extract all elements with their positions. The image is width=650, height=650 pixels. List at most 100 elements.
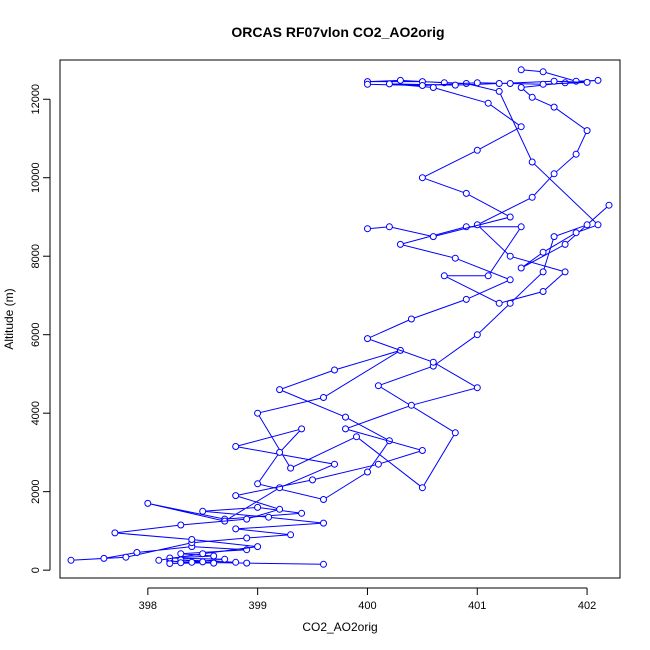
data-point: [276, 448, 284, 456]
x-tick-label: 402: [578, 600, 596, 612]
data-point: [583, 78, 591, 86]
data-point: [320, 496, 327, 503]
y-tick-label: 2000: [30, 479, 42, 503]
data-point: [287, 531, 295, 539]
data-point: [484, 99, 492, 107]
data-point: [550, 103, 558, 111]
data-point: [364, 335, 371, 343]
data-point: [254, 409, 262, 417]
data-point: [594, 221, 602, 229]
data-point: [374, 460, 382, 468]
data-point: [254, 503, 262, 511]
data-point: [177, 550, 185, 558]
y-tick-label: 12000: [30, 84, 42, 115]
data-point: [232, 492, 240, 500]
x-axis-label: CO2_AO2orig: [302, 620, 377, 634]
data-point: [561, 268, 569, 276]
data-point: [495, 80, 503, 87]
data-point: [473, 331, 481, 339]
data-point: [199, 550, 207, 558]
data-point: [199, 507, 207, 515]
data-point: [265, 513, 273, 521]
data-point: [407, 315, 415, 323]
data-point: [605, 201, 613, 209]
data-point: [364, 468, 371, 476]
data-point: [320, 560, 327, 568]
data-point: [528, 193, 536, 201]
data-point: [407, 401, 415, 409]
data-point: [188, 536, 196, 543]
data-point: [144, 499, 152, 507]
data-point: [440, 272, 448, 280]
data-point: [429, 233, 437, 241]
data-point: [462, 295, 470, 303]
data-point: [221, 555, 229, 563]
chart-title: ORCAS RF07vlon CO2_AO2orig: [231, 24, 444, 40]
data-point: [331, 366, 338, 374]
data-point: [232, 443, 240, 450]
data-point: [550, 170, 558, 178]
x-tick-label: 400: [358, 600, 376, 612]
data-point: [484, 272, 492, 280]
data-point: [528, 158, 536, 166]
data-point: [232, 525, 240, 533]
data-point: [342, 413, 349, 421]
data-point: [473, 384, 481, 392]
data-point: [539, 80, 547, 88]
data-point: [210, 559, 218, 567]
data-point: [210, 552, 218, 560]
data-point: [353, 433, 360, 441]
data-point: [517, 264, 525, 272]
data-point: [517, 123, 525, 131]
data-point: [517, 66, 525, 74]
data-point: [418, 82, 426, 89]
data-point: [396, 76, 404, 84]
series-line-3: [367, 80, 588, 238]
data-point: [276, 505, 284, 513]
data-point: [429, 84, 437, 91]
x-tick-label: 399: [248, 600, 266, 612]
series-line-1: [70, 79, 610, 565]
data-point: [364, 80, 371, 88]
data-point: [506, 80, 514, 87]
data-point: [517, 84, 525, 91]
data-point: [539, 248, 547, 256]
data-point: [495, 299, 503, 307]
data-point: [396, 240, 404, 248]
data-point: [331, 460, 338, 468]
data-point: [418, 447, 426, 454]
y-tick-label: 4000: [30, 401, 42, 425]
data-point: [320, 394, 327, 401]
data-point: [309, 476, 316, 484]
data-point: [385, 223, 393, 231]
data-point: [451, 429, 459, 437]
plot-frame: [59, 59, 621, 579]
data-point: [133, 549, 141, 556]
data-point: [243, 515, 251, 523]
data-point: [374, 382, 382, 390]
data-point: [177, 521, 185, 529]
y-tick-label: 6000: [30, 322, 42, 346]
data-point: [539, 68, 547, 76]
data-point: [451, 254, 459, 262]
data-point: [473, 146, 481, 154]
data-point: [561, 240, 569, 248]
data-point: [594, 76, 602, 84]
data-point: [155, 556, 163, 564]
data-point: [462, 189, 470, 197]
y-axis: 0 2000 4000 6000 8000 10000 12000: [30, 84, 51, 573]
data-point: [298, 425, 306, 433]
data-point: [320, 519, 327, 527]
data-point: [583, 221, 591, 229]
y-tick-label: 0: [30, 567, 42, 573]
series-line-2: [114, 69, 599, 561]
data-point: [254, 480, 262, 488]
y-tick-label: 10000: [30, 162, 42, 193]
y-tick-label: 8000: [30, 244, 42, 268]
x-axis: 398 399 400 401 402: [139, 587, 596, 612]
data-point: [550, 77, 558, 85]
data-point: [550, 233, 558, 241]
data-point: [473, 79, 481, 87]
data-point: [100, 554, 108, 562]
